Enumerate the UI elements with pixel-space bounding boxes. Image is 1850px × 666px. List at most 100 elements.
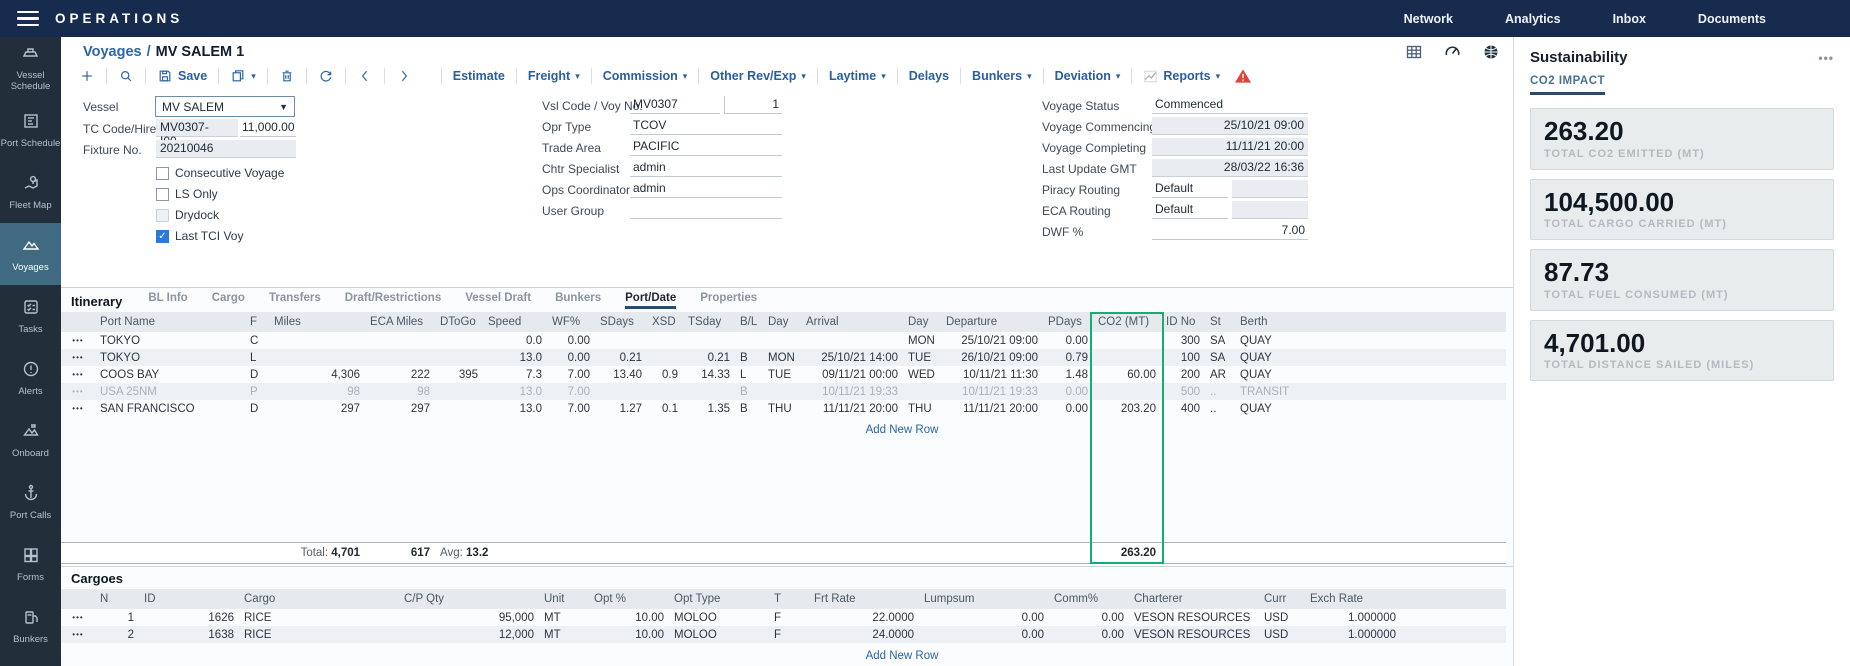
vsl-code-field[interactable]: MV0307 bbox=[630, 96, 720, 115]
checkbox-ls-only[interactable]: LS Only bbox=[156, 187, 218, 201]
table-cell: USD bbox=[1264, 611, 1289, 624]
table-row[interactable]: ••• TOKYO L 13.0 0.00 0.21 0.21 B MON 25/10/21 14… bbox=[61, 349, 1506, 366]
table-cell: P bbox=[245, 383, 269, 400]
sidebar-item-port-schedule[interactable]: Port Schedule bbox=[0, 99, 61, 161]
prev-button[interactable] bbox=[353, 66, 377, 86]
menu-laytime[interactable]: Laytime ▾ bbox=[825, 67, 890, 85]
tab-draft-restrictions[interactable]: Draft/Restrictions bbox=[344, 292, 442, 304]
grid-view-icon[interactable] bbox=[1406, 44, 1422, 60]
tc-hire-field[interactable]: 11,000.00 bbox=[240, 119, 296, 138]
sidebar-item-forms[interactable]: Forms bbox=[0, 533, 61, 595]
sidebar-item-bunkers[interactable]: Bunkers bbox=[0, 595, 61, 657]
sidebar-item-voyages[interactable]: Voyages bbox=[0, 223, 61, 285]
table-row[interactable]: ••• USA 25NM P 98 98 13.0 7.00 B 10/11/21 19:33 1… bbox=[61, 383, 1506, 400]
hamburger-menu-icon[interactable] bbox=[17, 7, 39, 31]
save-button[interactable]: Save bbox=[153, 66, 211, 86]
more-menu-icon[interactable]: ••• bbox=[1818, 50, 1834, 65]
tab-bunkers[interactable]: Bunkers bbox=[555, 292, 602, 304]
table-cell: 1.000000 bbox=[1305, 626, 1401, 643]
field-value-dwf-[interactable]: 7.00 bbox=[1152, 222, 1308, 241]
menu-commission[interactable]: Commission ▾ bbox=[599, 67, 692, 85]
sidebar-item-fleet-map[interactable]: Fleet Map bbox=[0, 161, 61, 223]
tab-transfers[interactable]: Transfers bbox=[268, 292, 321, 304]
tab-properties[interactable]: Properties bbox=[700, 292, 758, 304]
top-nav-inbox[interactable]: Inbox bbox=[1612, 11, 1646, 26]
checkbox-last-tci-voy[interactable]: ✓ Last TCI Voy bbox=[156, 229, 243, 243]
gauge-icon[interactable] bbox=[1444, 44, 1461, 60]
tab-vessel-draft[interactable]: Vessel Draft bbox=[465, 292, 532, 304]
table-cell: 13.40 bbox=[613, 368, 642, 381]
checkbox-consecutive-voyage[interactable]: Consecutive Voyage bbox=[156, 166, 284, 180]
voy-no-field[interactable]: 1 bbox=[724, 96, 782, 115]
field-value-chtr-specialist[interactable]: admin bbox=[630, 159, 782, 178]
row-menu-icon[interactable]: ••• bbox=[72, 404, 84, 413]
menu-bunkers[interactable]: Bunkers ▾ bbox=[968, 67, 1036, 85]
totals-spacer bbox=[547, 542, 1094, 564]
menu-freight[interactable]: Freight ▾ bbox=[524, 67, 584, 85]
checkbox-box[interactable]: ✓ bbox=[156, 229, 169, 243]
top-nav-network[interactable]: Network bbox=[1403, 11, 1453, 26]
itinerary-add-new-row-link[interactable]: Add New Row bbox=[865, 424, 939, 436]
tab-port-date[interactable]: Port/Date bbox=[625, 292, 677, 309]
row-menu-icon[interactable]: ••• bbox=[72, 370, 84, 379]
row-menu-icon[interactable]: ••• bbox=[72, 336, 84, 345]
field-value-eca-routing[interactable]: Default bbox=[1152, 201, 1228, 220]
field-value-piracy-routing[interactable]: Default bbox=[1152, 180, 1228, 199]
column-header: XSD bbox=[647, 312, 683, 332]
chevron-down-icon: ▾ bbox=[881, 70, 886, 81]
field-value-voyage-commencing: 25/10/21 09:00 bbox=[1152, 117, 1308, 136]
copy-button[interactable]: ▾ bbox=[226, 66, 260, 86]
tab-co2-impact[interactable]: CO2 IMPACT bbox=[1530, 75, 1606, 95]
table-row[interactable]: ••• COOS BAY D 4,306 222 395 7.3 7.00 13.40 0.9 14… bbox=[61, 366, 1506, 383]
sidebar-item-label: Bunkers bbox=[13, 633, 48, 645]
row-menu-icon[interactable]: ••• bbox=[61, 349, 95, 366]
tab-cargo[interactable]: Cargo bbox=[211, 292, 245, 304]
refresh-button[interactable] bbox=[314, 66, 338, 86]
table-row[interactable]: ••• TOKYO C 0.0 0.00 MON 25/10/21 09:00 0.00 300… bbox=[61, 332, 1506, 349]
field-value-voyage-status[interactable]: Commenced bbox=[1152, 96, 1308, 115]
table-row[interactable]: ••• 1 1626 RICE 95,000 MT 10.00 MOLOO F 22.0000 0.… bbox=[61, 609, 1506, 626]
table-cell: 22.0000 bbox=[872, 611, 914, 624]
next-button[interactable] bbox=[392, 66, 416, 86]
checkbox-box[interactable] bbox=[156, 166, 169, 180]
sidebar-item-tasks[interactable]: Tasks bbox=[0, 285, 61, 347]
field-value-ops-coordinator[interactable]: admin bbox=[630, 180, 782, 199]
menu-reports[interactable]: Reports ▾ bbox=[1139, 67, 1224, 86]
menu-estimate[interactable]: Estimate bbox=[449, 67, 509, 85]
row-menu-icon[interactable]: ••• bbox=[61, 626, 95, 643]
table-row[interactable]: ••• 2 1638 RICE 12,000 MT 10.00 MOLOO F 24.0000 0.… bbox=[61, 626, 1506, 643]
delete-button[interactable] bbox=[275, 66, 299, 86]
breadcrumb-voyages-link[interactable]: Voyages bbox=[83, 43, 142, 60]
top-nav-analytics[interactable]: Analytics bbox=[1504, 11, 1561, 26]
table-cell: 203.20 bbox=[1120, 402, 1156, 415]
globe-icon[interactable] bbox=[1483, 44, 1499, 60]
table-cell: QUAY bbox=[1235, 349, 1345, 366]
field-value-user-group[interactable] bbox=[630, 201, 782, 220]
warning-icon[interactable] bbox=[1234, 68, 1252, 84]
voyage-form: Vessel MV SALEM ▼ TC Code/Hire MV0307-I0… bbox=[61, 90, 1513, 287]
menu-delays[interactable]: Delays bbox=[905, 67, 953, 85]
top-nav-documents[interactable]: Documents bbox=[1697, 11, 1766, 26]
add-button[interactable] bbox=[75, 66, 99, 86]
row-menu-icon[interactable]: ••• bbox=[61, 383, 95, 400]
sidebar-item-onboard[interactable]: Onboard bbox=[0, 409, 61, 471]
menu-other-rev-exp[interactable]: Other Rev/Exp ▾ bbox=[706, 67, 810, 85]
tc-code-field: MV0307-I00... bbox=[156, 119, 238, 148]
itinerary-table: Port Name F Miles ECA Miles DToGo Speed WF% SDa… bbox=[61, 312, 1506, 417]
table-cell bbox=[1401, 626, 1506, 643]
field-value-opr-type[interactable]: TCOV bbox=[630, 117, 782, 136]
checkbox-box[interactable] bbox=[156, 187, 169, 201]
table-row[interactable]: ••• SAN FRANCISCO D 297 297 13.0 7.00 1.27 0.1 1.… bbox=[61, 400, 1506, 417]
sidebar-item-alerts[interactable]: Alerts bbox=[0, 347, 61, 409]
menu-deviation[interactable]: Deviation ▾ bbox=[1051, 67, 1125, 85]
vessel-select[interactable]: MV SALEM ▼ bbox=[155, 96, 295, 118]
search-button[interactable] bbox=[114, 66, 138, 86]
cargoes-add-new-row-link[interactable]: Add New Row bbox=[865, 650, 939, 662]
sidebar-item-port-calls[interactable]: Port Calls bbox=[0, 471, 61, 533]
sidebar-item-vessel-schedule[interactable]: Vessel Schedule bbox=[0, 37, 61, 99]
table-cell: WED bbox=[908, 368, 935, 381]
field-value-trade-area[interactable]: PACIFIC bbox=[630, 138, 782, 157]
table-cell: 10/11/21 11:30 bbox=[962, 368, 1038, 381]
tab-bl-info[interactable]: BL Info bbox=[148, 292, 188, 304]
row-menu-icon[interactable]: ••• bbox=[72, 613, 84, 622]
